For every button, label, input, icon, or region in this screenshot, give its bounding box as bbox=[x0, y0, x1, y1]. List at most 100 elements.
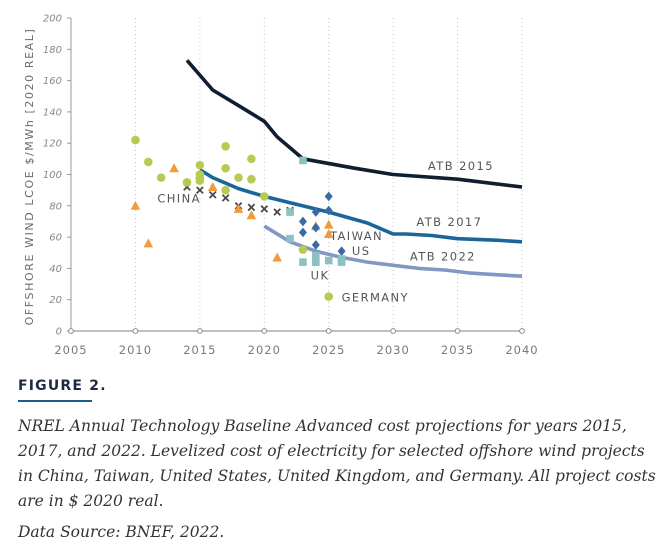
taiwan-point bbox=[130, 200, 141, 210]
us-point bbox=[311, 207, 320, 217]
germany-point bbox=[234, 173, 243, 182]
china-point bbox=[221, 194, 230, 202]
taiwan-point bbox=[207, 182, 218, 192]
uk-point bbox=[299, 258, 307, 266]
us-label: US bbox=[352, 244, 371, 258]
y-tick-label: 160 bbox=[43, 76, 62, 87]
y-tick-label: 20 bbox=[49, 295, 62, 306]
china-point bbox=[260, 205, 269, 213]
atb-2017-line bbox=[198, 168, 523, 244]
x-tick-mark bbox=[68, 328, 74, 334]
x-tick-mark bbox=[519, 328, 525, 334]
germany-point bbox=[195, 170, 205, 179]
y-axis-label: OFFSHORE WIND LCOE $/MWh [2020 REAL] bbox=[23, 28, 36, 326]
germany-point bbox=[195, 160, 205, 170]
taiwan-point bbox=[233, 203, 244, 213]
germany-point bbox=[298, 245, 308, 254]
uk-label: UK bbox=[311, 268, 330, 282]
china-point bbox=[196, 186, 204, 194]
china-point bbox=[273, 208, 282, 216]
y-tick-label: 0 bbox=[56, 327, 62, 338]
x-stroke bbox=[260, 205, 269, 213]
uk-point bbox=[337, 255, 346, 263]
data-source: Data Source: BNEF, 2022. bbox=[18, 523, 225, 541]
figure-caption: NREL Annual Technology Baseline Advanced… bbox=[18, 417, 656, 510]
series-lines bbox=[185, 59, 523, 278]
x-tick-mark bbox=[261, 328, 268, 334]
y-tick-label: 200 bbox=[43, 14, 62, 25]
china-point bbox=[247, 203, 256, 212]
y-tick-label: 60 bbox=[49, 233, 62, 244]
x-tick-label: 2005 bbox=[54, 343, 87, 357]
us-point bbox=[324, 191, 333, 202]
us-point bbox=[324, 205, 333, 216]
figure-label-underline bbox=[18, 400, 92, 402]
y-tick-label: 40 bbox=[49, 264, 62, 275]
x-stroke bbox=[196, 186, 204, 194]
germany-point bbox=[259, 192, 269, 201]
taiwan-label: TAIWAN bbox=[329, 229, 383, 243]
uk-point bbox=[299, 156, 307, 165]
x-tick-mark bbox=[454, 328, 461, 334]
atb-2015-label: ATB 2015 bbox=[428, 159, 494, 173]
germany-point bbox=[221, 163, 230, 173]
uk-point bbox=[324, 256, 333, 265]
atb-2017-label: ATB 2017 bbox=[416, 215, 482, 229]
x-tick-mark bbox=[390, 328, 397, 334]
us-point bbox=[311, 222, 320, 233]
x-tick-label: 2035 bbox=[441, 343, 474, 357]
germany-point bbox=[195, 176, 205, 186]
x-tick-mark bbox=[325, 328, 332, 334]
y-tick-label: 180 bbox=[43, 45, 62, 56]
us-point bbox=[298, 216, 307, 227]
x-tick-label: 2040 bbox=[505, 343, 538, 357]
atb-2022-label: ATB 2022 bbox=[410, 250, 476, 264]
taiwan-point bbox=[323, 219, 334, 229]
grid-lines bbox=[134, 18, 523, 331]
germany-point bbox=[144, 157, 153, 167]
taiwan-point bbox=[143, 238, 154, 248]
y-tick-label: 80 bbox=[49, 201, 62, 212]
y-tick-label: 120 bbox=[43, 139, 62, 150]
us-point bbox=[311, 240, 320, 250]
x-stroke bbox=[221, 194, 230, 202]
germany-point bbox=[247, 174, 256, 184]
germany-point bbox=[221, 185, 230, 195]
taiwan-point bbox=[246, 210, 257, 220]
germany-label: GERMANY bbox=[342, 290, 409, 304]
x-stroke bbox=[247, 203, 256, 212]
y-tick-label: 140 bbox=[43, 107, 62, 118]
taiwan-point bbox=[272, 252, 282, 262]
germany-point bbox=[156, 173, 166, 182]
germany-point bbox=[324, 292, 334, 301]
taiwan-point bbox=[169, 163, 179, 173]
x-tick-mark bbox=[196, 328, 203, 334]
uk-point bbox=[312, 258, 320, 266]
uk-point bbox=[286, 208, 294, 216]
y-tick-label: 100 bbox=[43, 170, 62, 181]
atb-2015-line bbox=[185, 59, 523, 189]
x-tick-label: 2030 bbox=[377, 343, 410, 357]
germany-point bbox=[131, 135, 140, 145]
x-tick-label: 2025 bbox=[312, 343, 345, 357]
germany-point bbox=[221, 142, 230, 151]
x-stroke bbox=[208, 191, 217, 199]
us-point bbox=[337, 246, 346, 256]
germany-point bbox=[182, 178, 192, 187]
project-markers bbox=[130, 135, 346, 301]
x-stroke bbox=[273, 208, 282, 216]
atb-2022-line bbox=[263, 224, 523, 278]
figure-label: FIGURE 2. bbox=[18, 378, 107, 394]
x-tick-mark bbox=[132, 328, 139, 334]
china-point bbox=[208, 191, 217, 199]
x-tick-label: 2015 bbox=[183, 343, 216, 357]
china-label: CHINA bbox=[157, 192, 201, 206]
uk-point bbox=[312, 252, 320, 260]
x-tick-label: 2020 bbox=[248, 343, 281, 357]
x-tick-label: 2010 bbox=[119, 343, 152, 357]
germany-point bbox=[247, 154, 256, 164]
taiwan-point bbox=[323, 228, 334, 238]
